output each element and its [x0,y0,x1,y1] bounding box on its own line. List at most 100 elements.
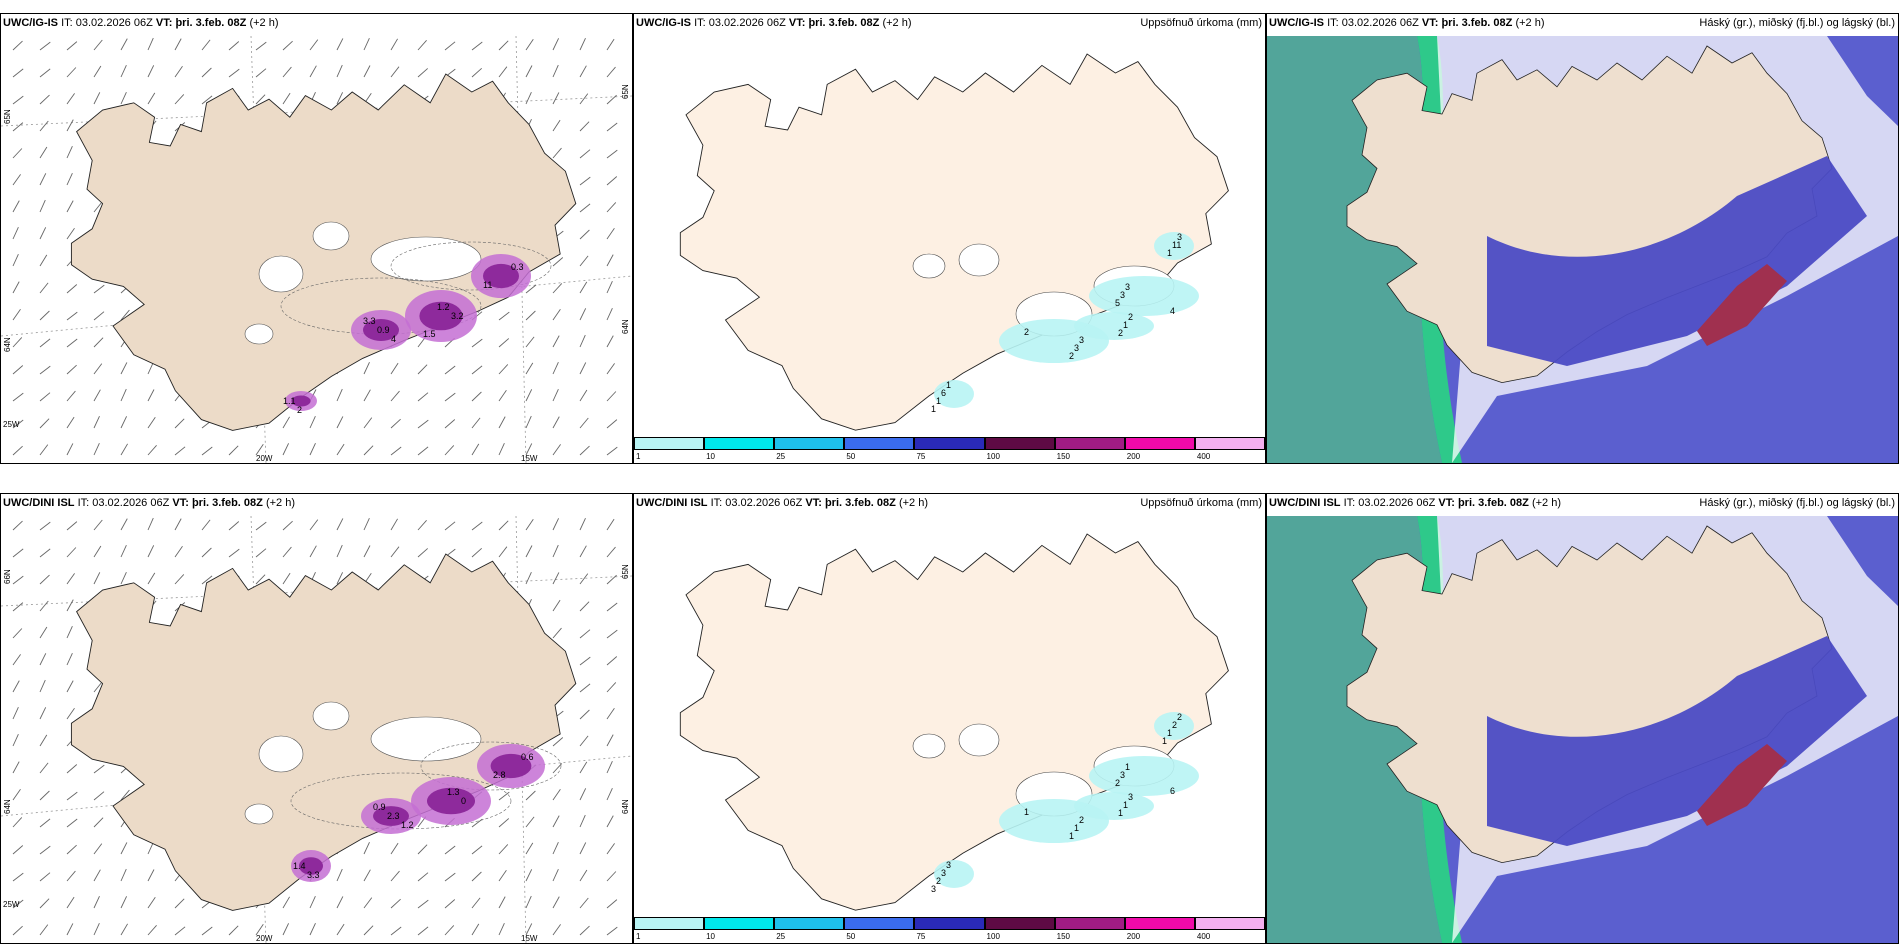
wind-barb [606,843,615,855]
wind-barb [120,362,128,375]
wind-barb [39,254,48,267]
wind-barb [579,601,590,612]
wind-barb [120,572,127,585]
wind-barb [579,255,589,267]
precip-value: 1 [1123,320,1128,330]
wind-barb [579,445,590,456]
wind-barb [390,418,401,429]
wind-barb [552,416,560,429]
wind-barb [552,869,559,882]
wind-barb [174,518,182,531]
wind-barb [552,335,560,348]
wind-barb [39,679,46,693]
wind-barb [579,93,589,105]
wind-barb [39,924,49,936]
colorbar-swatch [914,917,985,930]
wind-barb [12,392,24,402]
wind-barb [66,443,74,456]
wind-barb [12,520,23,531]
wind-barb [309,39,319,51]
wind-barb [309,416,316,429]
wind-barb [525,92,532,105]
wind-barb [363,38,370,51]
wind-barb [579,897,589,909]
lat-label: 64N [3,337,12,352]
wind-barb [147,65,155,78]
wind-barb [606,419,618,429]
wind-barb [417,844,428,855]
wind-panel-bottom: UWC/DINI ISL IT: 03.02.2026 06Z VT: þri.… [0,493,633,944]
lon-label: 20W [256,934,273,943]
precip-title: Uppsöfnuð úrkoma (mm) [1140,497,1262,509]
cloud-panel-bottom: UWC/DINI ISL IT: 03.02.2026 06Z VT: þri.… [1266,493,1899,944]
wind-value: 3.3 [363,316,376,326]
precip-value: 1 [1069,831,1074,841]
wind-barb [12,227,19,240]
wind-barb [606,815,614,828]
wind-barb [66,626,73,639]
wind-barb [201,926,213,936]
wind-barb [93,843,103,855]
wind-barb [417,419,429,429]
wind-barb [66,311,78,321]
lat-label: 64N [3,799,12,814]
wind-barb [579,788,587,801]
wind-barb [552,763,563,774]
wind-barb [606,871,617,882]
precip-area [1074,312,1154,340]
wind-barb [147,869,155,882]
colorbar-label: 75 [916,452,926,461]
wind-barb [12,548,24,558]
wind-barb [336,38,344,51]
glacier [244,323,274,345]
wind-barb [147,842,154,855]
wind-barb [93,284,105,294]
wind-barb [606,629,618,639]
wind-barb [93,869,101,882]
wind-barb [12,761,20,774]
wind-barb [120,923,128,936]
precip-value: 11 [1172,240,1181,250]
wind-barb [66,791,78,801]
wind-barb [120,789,130,801]
precip-panel-bottom: UWC/DINI ISL IT: 03.02.2026 06Z VT: þri.… [633,493,1266,944]
wind-barb [66,764,78,774]
wind-barb [417,899,429,909]
wind-barb [39,338,51,348]
wind-barb [336,416,344,429]
precip-value: 3 [941,868,946,878]
wind-barb [282,520,293,531]
wind-barb [147,572,156,585]
precip-core [291,395,311,407]
precip-value: 1 [1167,248,1172,258]
wind-barb [66,653,73,666]
wind-barb [606,94,617,105]
colorbar-swatch [844,917,915,930]
wind-barb [12,899,24,909]
wind-barb [93,389,101,402]
wind-barb [471,67,483,78]
wind-barb [498,338,510,348]
wind-barb [417,446,429,456]
wind-barb [363,65,371,78]
wind-barb [12,309,21,321]
wind-barb [39,199,46,213]
panel-header: UWC/DINI ISL IT: 03.02.2026 06Z VT: þri.… [636,497,928,509]
wind-barb [66,173,73,186]
wind-barb [66,146,73,159]
wind-barb [606,308,613,321]
wind-barb [228,41,240,51]
colorbar-swatch [704,437,775,450]
wind-barb [606,602,618,612]
colorbar-swatch [774,917,845,930]
wind-barb [363,445,374,456]
wind-barb [525,842,534,855]
wind-value: 1.2 [437,302,450,312]
precip-value: 1 [1118,808,1123,818]
wind-barb [579,203,591,213]
wind-barb [417,926,429,936]
precip-value: 1 [1162,736,1167,746]
wind-barb [93,519,103,531]
wind-barb [390,38,398,51]
wind-barb [390,446,402,456]
